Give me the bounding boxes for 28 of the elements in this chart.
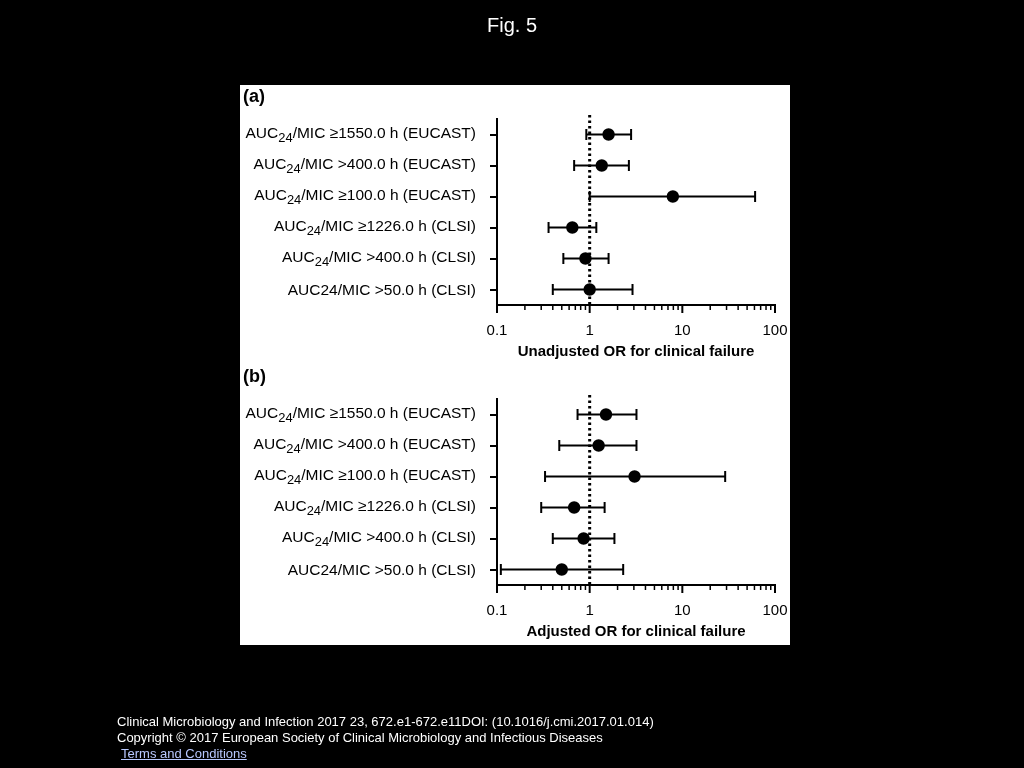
text: Copyright © 2017 European Society of Clinical Microbiology and Infectious Diseases	[117, 730, 603, 745]
x-tick-label: 100	[762, 601, 788, 619]
chart-title: Fig. 5	[486, 14, 538, 37]
y-tick-label: AUC$_{24}$/MIC ≥100.0 h (EUCAST)	[254, 185, 476, 208]
x-tick-label: 1	[585, 601, 594, 619]
x-tick-label: 0.1	[486, 601, 508, 619]
x-tick-label: 1	[585, 321, 594, 339]
text: (b)	[243, 365, 266, 386]
x-tick-label: 10	[673, 601, 691, 619]
y-tick-label: AUC$_{24}$/MIC >400.0 h (CLSI)	[282, 527, 476, 550]
y-tick-label: AUC$_{24}$/MIC >400.0 h (EUCAST)	[253, 434, 476, 457]
y-tick-label: AUC$_{24}$/MIC ≥1550.0 h (EUCAST)	[245, 403, 476, 426]
x-axis-title: Unadjusted OR for clinical failure	[517, 342, 755, 360]
y-tick-label: AUC24/MIC >50.0 h (CLSI)	[287, 280, 476, 299]
y-tick-label: AUC$_{24}$/MIC ≥1226.0 h (CLSI)	[273, 496, 476, 519]
x-tick-label: 10	[673, 321, 691, 339]
y-tick-label: AUC$_{24}$/MIC >400.0 h (CLSI)	[282, 247, 476, 270]
y-tick-label: AUC$_{24}$/MIC ≥1226.0 h (CLSI)	[273, 216, 476, 239]
text: Terms and Conditions	[121, 746, 247, 762]
text: Clinical Microbiology and Infection 2017 23, 672.e1-672.e11DOI: (10.1016/j.cmi.2017.01.014)	[117, 714, 655, 730]
y-tick-label: AUC$_{24}$/MIC >400.0 h (EUCAST)	[253, 154, 476, 177]
y-tick-label: AUC24/MIC >50.0 h (CLSI)	[287, 560, 476, 579]
x-axis-title: Adjusted OR for clinical failure	[526, 622, 746, 640]
x-tick-label: 100	[762, 321, 788, 339]
text: (a)	[243, 85, 265, 106]
x-tick-label: 0.1	[486, 321, 508, 339]
y-tick-label: AUC$_{24}$/MIC ≥100.0 h (EUCAST)	[254, 465, 476, 488]
y-tick-label: AUC$_{24}$/MIC ≥1550.0 h (EUCAST)	[245, 123, 476, 146]
